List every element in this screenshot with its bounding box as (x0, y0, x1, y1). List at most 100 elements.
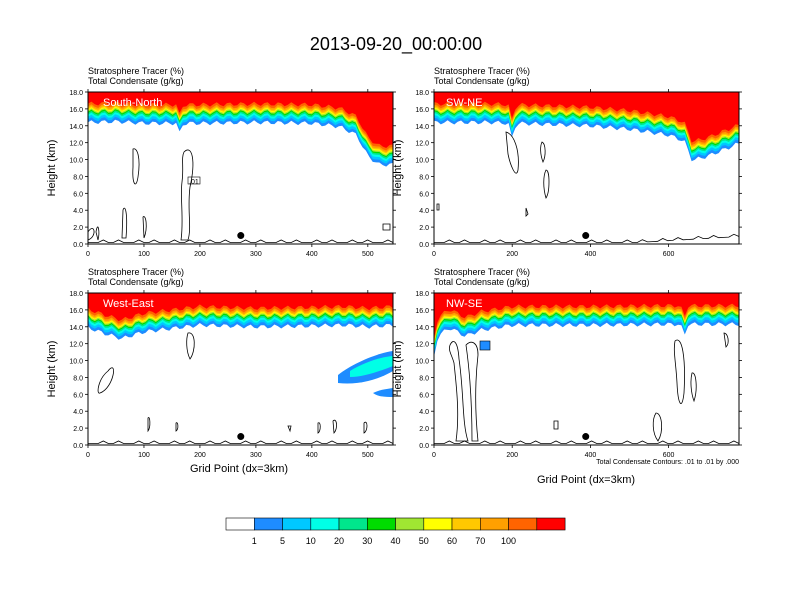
y-tick-label: 18.0 (415, 291, 429, 298)
condensate-contour (147, 417, 151, 433)
x-tick-label: 300 (250, 251, 262, 258)
x-axis-label: Grid Point (dx=3km) (190, 463, 288, 475)
condensate-contour (652, 412, 662, 442)
condensate-contour (540, 141, 546, 164)
tracer-level-11 (88, 293, 393, 322)
plot-area: 0.0 2.0 4.0 6.0 8.0 10.0 12.0 14.0 16.0 18.0 0 100 2… (69, 290, 396, 459)
x-tick-label: 200 (194, 452, 206, 459)
y-tick-label: 2.0 (73, 426, 83, 433)
x-tick-label: 100 (138, 452, 150, 459)
y-tick-label: 10.0 (69, 359, 83, 366)
condensate-contour (553, 420, 559, 430)
y-tick-label: 12.0 (415, 141, 429, 148)
condensate-contour (287, 425, 292, 433)
y-axis-label: Height (km) (392, 341, 404, 398)
panel-header-line1: Stratosphere Tracer (%) (434, 267, 530, 277)
y-tick-label: 6.0 (73, 191, 83, 198)
plot-area: 0.0 2.0 4.0 6.0 8.0 10.0 12.0 14.0 16.0 18.0 0 200 4… (415, 89, 742, 258)
colorbar-label: 30 (362, 536, 372, 546)
x-tick-label: 200 (194, 251, 206, 258)
y-tick-label: 4.0 (73, 208, 83, 215)
location-marker (582, 433, 590, 441)
y-tick-label: 0.0 (419, 443, 429, 450)
y-tick-label: 6.0 (419, 191, 429, 198)
condensate-contour (132, 148, 140, 185)
contour-label-box (187, 176, 201, 185)
y-tick-label: 0.0 (73, 242, 83, 249)
x-tick-label: 0 (86, 251, 90, 258)
y-tick-label: 12.0 (69, 342, 83, 349)
colorbar-swatch (480, 517, 509, 531)
plot-frame (433, 292, 740, 446)
location-marker (582, 232, 590, 240)
condensate-contour (95, 226, 100, 241)
condensate-contour (121, 207, 128, 239)
y-tick-label: 16.0 (415, 107, 429, 114)
x-tick-label: 600 (663, 452, 675, 459)
condensate-contour (505, 131, 519, 174)
colorbar-swatch (451, 517, 481, 531)
x-tick-label: 0 (432, 452, 436, 459)
panel-south-north: Stratosphere Tracer (%) Total Condensate… (46, 66, 396, 258)
condensate-contour (186, 332, 195, 360)
y-tick-label: 10.0 (415, 158, 429, 165)
y-tick-label: 0.0 (419, 242, 429, 249)
figure-title: 2013-09-20_00:00:00 (310, 34, 482, 55)
x-tick-label: 500 (362, 452, 374, 459)
y-tick-label: 2.0 (419, 225, 429, 232)
contour-label: .01 (189, 179, 199, 186)
y-tick-label: 4.0 (419, 208, 429, 215)
plot-frame (87, 292, 394, 446)
x-tick-label: 200 (506, 251, 518, 258)
y-tick-label: 0.0 (73, 443, 83, 450)
terrain-contour (434, 233, 740, 243)
y-tick-label: 18.0 (69, 90, 83, 97)
colorbar-swatch (536, 517, 566, 531)
panel-header-line1: Stratosphere Tracer (%) (88, 267, 184, 277)
tracer-intrusion-lower (373, 388, 393, 397)
colorbar-swatch (282, 517, 312, 531)
colorbar-label: 100 (501, 536, 516, 546)
y-tick-label: 18.0 (69, 291, 83, 298)
condensate-contour (317, 422, 321, 434)
x-tick-label: 100 (138, 251, 150, 258)
colorbar-swatch (225, 517, 255, 531)
colorbar: 1 5 10 20 30 40 50 60 70 100 (225, 517, 566, 546)
panel-header-line1: Stratosphere Tracer (%) (434, 66, 530, 76)
colorbar-label: 60 (447, 536, 457, 546)
condensate-contour (175, 422, 179, 432)
panel-west-east: Stratosphere Tracer (%) Total Condensate… (46, 267, 396, 475)
panel-header-line1: Stratosphere Tracer (%) (88, 66, 184, 76)
colorbar-label: 40 (390, 536, 400, 546)
y-tick-label: 8.0 (419, 174, 429, 181)
plot-frame (433, 91, 740, 245)
colorbar-swatch (310, 517, 340, 531)
y-tick-label: 12.0 (415, 342, 429, 349)
condensate-contour (180, 149, 194, 241)
x-tick-label: 400 (306, 251, 318, 258)
contour-footnote: Total Condensate Contours: .01 to .01 by… (596, 459, 739, 466)
x-tick-label: 400 (306, 452, 318, 459)
y-tick-label: 6.0 (419, 392, 429, 399)
colorbar-swatch (395, 517, 425, 531)
y-tick-label: 14.0 (69, 325, 83, 332)
y-tick-label: 8.0 (419, 375, 429, 382)
x-tick-label: 0 (86, 452, 90, 459)
panel-label: West-East (103, 298, 154, 310)
y-axis-label: Height (km) (46, 341, 58, 398)
y-tick-label: 18.0 (415, 90, 429, 97)
x-tick-label: 400 (585, 452, 597, 459)
plot-area: 0.0 2.0 4.0 6.0 8.0 10.0 12.0 14.0 16.0 18.0 0 200 4… (415, 290, 742, 459)
x-tick-label: 600 (663, 251, 675, 258)
condensate-contour (690, 372, 697, 403)
y-tick-label: 6.0 (73, 392, 83, 399)
inset-box (479, 340, 491, 351)
colorbar-label: 50 (419, 536, 429, 546)
y-tick-label: 10.0 (69, 158, 83, 165)
y-axis-label: Height (km) (392, 140, 404, 197)
colorbar-label: 70 (475, 536, 485, 546)
plot-frame (87, 91, 394, 245)
panel-nw-se: Stratosphere Tracer (%) Total Condensate… (392, 267, 742, 486)
condensate-contour (436, 203, 440, 211)
tracer-level-9 (88, 92, 393, 153)
